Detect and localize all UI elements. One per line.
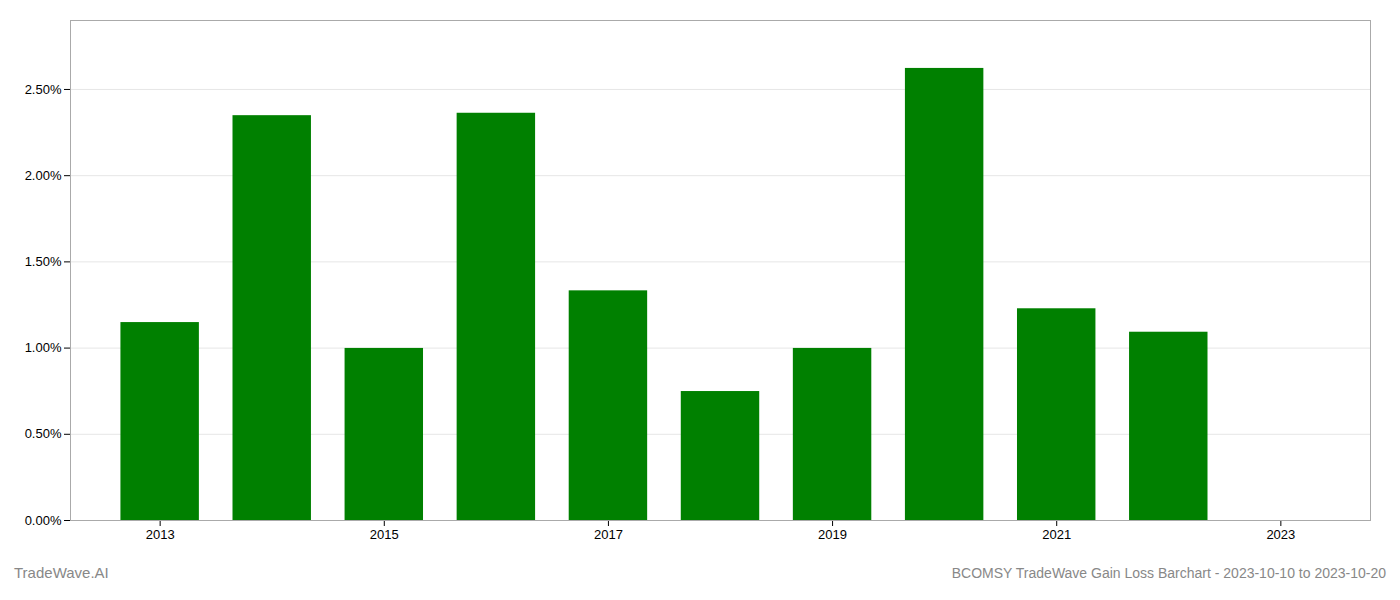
svg-text:2021: 2021 [1042, 527, 1071, 542]
svg-text:0.00%: 0.00% [25, 513, 62, 528]
svg-text:2.50%: 2.50% [25, 82, 62, 97]
svg-text:1.50%: 1.50% [25, 254, 62, 269]
svg-text:2019: 2019 [818, 527, 847, 542]
svg-text:2023: 2023 [1266, 527, 1295, 542]
svg-text:1.00%: 1.00% [25, 340, 62, 355]
svg-text:2013: 2013 [146, 527, 175, 542]
svg-text:2017: 2017 [594, 527, 623, 542]
svg-text:0.50%: 0.50% [25, 426, 62, 441]
svg-text:2015: 2015 [370, 527, 399, 542]
html-text:TradeWave.AI: TradeWave.AI [14, 564, 109, 581]
html-text:BCOMSY TradeWave Gain Loss Bar: BCOMSY TradeWave Gain Loss Barchart - 20… [951, 565, 1386, 581]
svg-text:2.00%: 2.00% [25, 168, 62, 183]
